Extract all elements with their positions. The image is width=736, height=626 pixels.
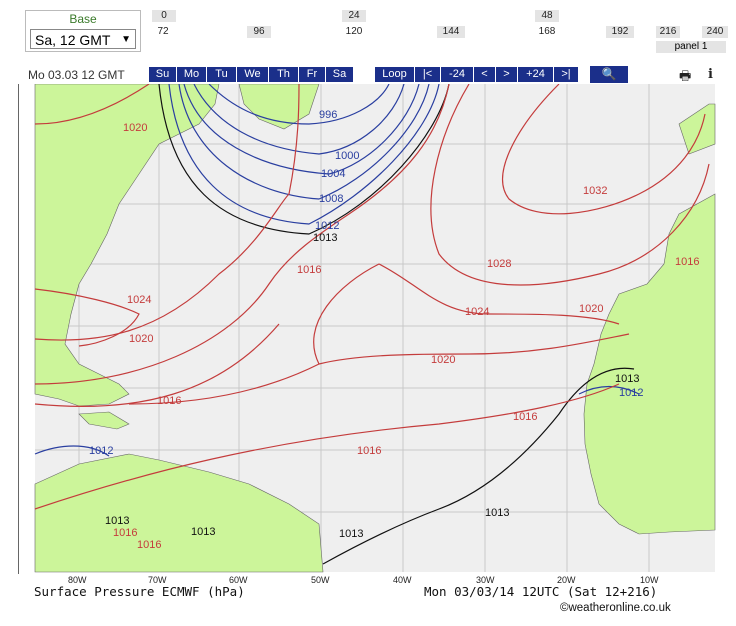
print-icon[interactable]: 🖶 (679, 68, 692, 83)
base-label: Base (69, 12, 97, 26)
day-su-button[interactable]: Su (149, 67, 177, 82)
isobar-label-1008: 1008 (319, 193, 343, 205)
hour-240[interactable]: 240 (702, 26, 728, 38)
isobar-label-1020: 1020 (579, 303, 603, 315)
red-isobars (34, 83, 710, 510)
isobar-label-1012: 1012 (89, 445, 113, 457)
isobar-label-1016: 1016 (675, 256, 699, 268)
isobar-label-996: 996 (319, 109, 337, 121)
first-button[interactable]: |< (415, 67, 441, 82)
north-america (34, 83, 220, 407)
prev-button[interactable]: < (474, 67, 496, 82)
chevron-down-icon: ▼ (121, 34, 131, 45)
west-africa (583, 193, 716, 535)
minus-24-button[interactable]: -24 (441, 67, 474, 82)
isobar-label-1013: 1013 (105, 515, 129, 527)
base-run-value: Sa, 12 GMT (35, 32, 111, 48)
hour-24[interactable]: 24 (342, 10, 366, 22)
hour-168[interactable]: 168 (538, 26, 556, 37)
day-we-button[interactable]: We (237, 67, 269, 82)
loop-button[interactable]: Loop (375, 67, 415, 82)
isobar-label-1013: 1013 (339, 528, 363, 540)
lon-label-30w: 30W (476, 575, 495, 585)
lon-label-20w: 20W (557, 575, 576, 585)
isobar-label-1016: 1016 (113, 527, 137, 539)
isobar-label-1028: 1028 (487, 258, 511, 270)
hour-216[interactable]: 216 (656, 26, 680, 38)
isobar-label-1016: 1016 (157, 395, 181, 407)
map-caption-right: Mon 03/03/14 12UTC (Sat 12+216) (424, 584, 658, 599)
day-th-button[interactable]: Th (269, 67, 299, 82)
last-button[interactable]: >| (554, 67, 579, 82)
credit-link[interactable]: ©weatheronline.co.uk (560, 602, 671, 614)
hour-120[interactable]: 120 (345, 26, 363, 37)
day-sa-button[interactable]: Sa (326, 67, 354, 82)
isobar-label-1012: 1012 (315, 220, 339, 232)
isobar-label-1016: 1016 (357, 445, 381, 457)
isobar-label-1024: 1024 (127, 294, 151, 306)
day-mo-button[interactable]: Mo (177, 67, 207, 82)
south-america (34, 453, 324, 573)
isobar-label-1032: 1032 (583, 185, 607, 197)
isobar-label-1013: 1013 (485, 507, 509, 519)
forecast-date-label: Mo 03.03 12 GMT (28, 68, 125, 82)
isobar-label-1013: 1013 (191, 526, 215, 538)
isobar-labels: 996 1000 1004 1008 1012 1012 1012 1013 1… (89, 109, 699, 551)
hour-144[interactable]: 144 (437, 26, 465, 38)
isobar-label-1013: 1013 (313, 232, 337, 244)
map-caption-left: Surface Pressure ECMWF (hPa) (34, 584, 245, 599)
lon-label-70w: 70W (148, 575, 167, 585)
isobar-label-1016: 1016 (297, 264, 321, 276)
hour-96[interactable]: 96 (247, 26, 271, 38)
day-fr-button[interactable]: Fr (299, 67, 326, 82)
greater-antilles (78, 411, 130, 430)
magnifier-icon: 🔍 (601, 67, 617, 81)
hour-192[interactable]: 192 (606, 26, 634, 38)
lon-label-40w: 40W (393, 575, 412, 585)
blue-isobars (34, 83, 640, 457)
isobar-label-1004: 1004 (321, 168, 345, 180)
map-frame: 996 1000 1004 1008 1012 1012 1012 1013 1… (18, 83, 717, 574)
zoom-button[interactable]: 🔍 (590, 66, 628, 83)
info-icon[interactable]: i (708, 67, 713, 82)
isobar-label-1024: 1024 (465, 306, 489, 318)
isobar-label-1012: 1012 (619, 387, 643, 399)
hour-48[interactable]: 48 (535, 10, 559, 22)
next-button[interactable]: > (496, 67, 518, 82)
lon-label-10w: 10W (640, 575, 659, 585)
isobar-label-1016: 1016 (513, 411, 537, 423)
iberia (678, 103, 716, 155)
lon-label-80w: 80W (68, 575, 87, 585)
hour-0[interactable]: 0 (152, 10, 176, 22)
lon-label-50w: 50W (311, 575, 330, 585)
isobar-label-1013: 1013 (615, 373, 639, 385)
isobar-label-1020: 1020 (431, 354, 455, 366)
isobar-label-1016: 1016 (137, 539, 161, 551)
isobar-label-1000: 1000 (335, 150, 359, 162)
panel-button[interactable]: panel 1 (656, 41, 726, 53)
hour-72[interactable]: 72 (157, 26, 169, 37)
black-isobars (158, 83, 635, 565)
pressure-map[interactable]: 996 1000 1004 1008 1012 1012 1012 1013 1… (19, 83, 717, 574)
day-tu-button[interactable]: Tu (207, 67, 237, 82)
isobar-label-1020: 1020 (129, 333, 153, 345)
lon-label-60w: 60W (229, 575, 248, 585)
base-selector-box: Base Sa, 12 GMT ▼ (25, 10, 141, 52)
plus-24-button[interactable]: +24 (518, 67, 554, 82)
base-run-select[interactable]: Sa, 12 GMT ▼ (30, 29, 136, 49)
isobar-label-1020: 1020 (123, 122, 147, 134)
